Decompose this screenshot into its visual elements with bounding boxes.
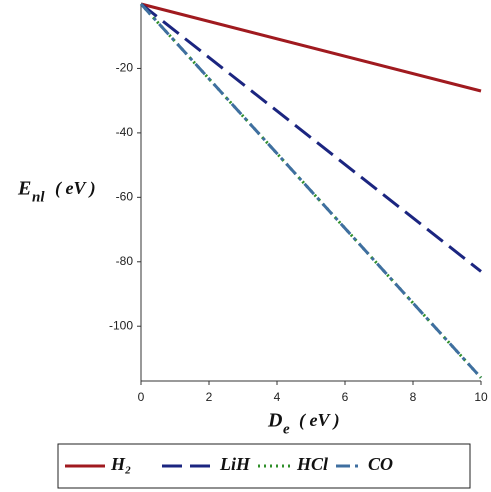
legend-box [57,443,471,489]
y-label-sub: nl [32,189,45,205]
x-label-sub: e [283,421,290,437]
y-tick-label: -40 [116,125,134,139]
legend-label: LiH [219,454,251,474]
series-line [140,2,482,93]
y-tick-label: -20 [116,61,134,75]
x-tick-label: 6 [342,390,349,404]
y-label-unit: ( eV ) [55,178,96,199]
x-label-main: D [267,410,282,432]
x-tick-label: 8 [410,390,417,404]
legend-label: HCl [296,454,328,474]
legend-label: CO [368,454,393,474]
y-tick-label: -60 [116,190,134,204]
x-tick-label: 10 [474,390,488,404]
x-tick-label: 0 [138,390,145,404]
x-tick-label: 2 [206,390,213,404]
y-label-main: E [17,178,31,200]
y-tick-label: -100 [109,318,133,332]
series-line [139,2,483,379]
x-label-unit: ( eV ) [299,410,340,431]
y-tick-label: -80 [116,254,134,268]
series-line [140,2,482,273]
x-tick-label: 4 [274,390,281,404]
legend-label: H₂ [110,454,131,474]
